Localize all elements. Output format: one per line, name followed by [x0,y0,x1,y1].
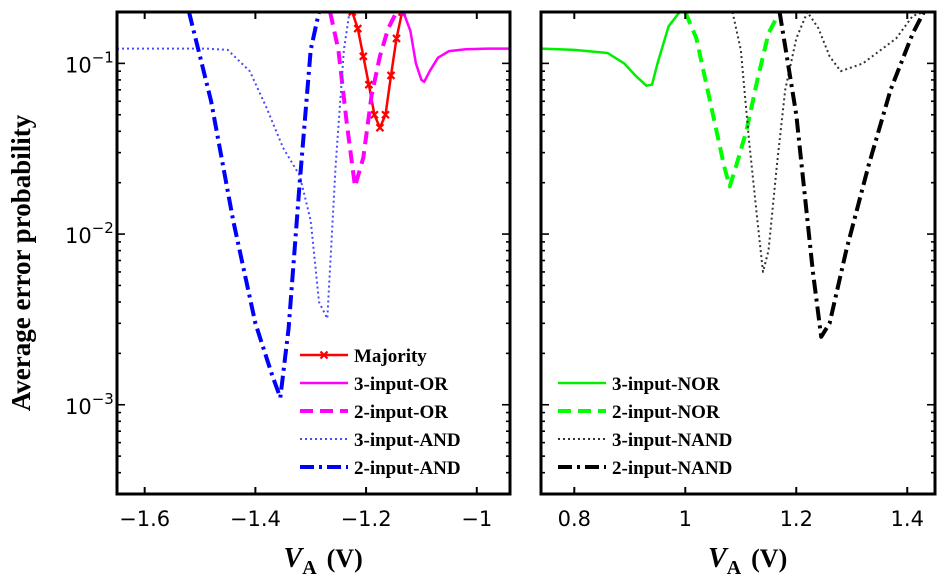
data-point-marker [375,123,385,132]
x-tick-label: −1 [461,507,492,531]
y-tick-exponent: −3 [92,390,114,408]
data-point-marker [370,110,379,120]
x-axis-label: VA (V) [708,543,787,579]
x-tick-label: 0.8 [558,507,591,531]
legend-label: 3-input-AND [354,430,461,451]
x-axis-label: VA (V) [284,543,363,579]
x-axis-label-sub: A [727,557,742,579]
axes-frame [539,10,937,496]
legend: 3-input-NOR 2-input-NOR 3-input-NAND 2-inpu… [558,374,732,479]
series-line-3-input-nor [541,12,686,87]
x-axis-label-unit: (V) [327,544,363,573]
y-tick-label: 10−1 [65,48,114,77]
x-tick-label: −1.4 [230,507,281,531]
legend-label: Majority [354,346,427,367]
y-axis-label: Average error probability [6,114,36,411]
series-group [117,12,510,400]
data-point-marker [381,110,390,120]
x-axis-label-var: V [284,543,305,574]
legend: Majority 3-input-OR 2-input-OR 3-input-AND 2… [300,346,461,479]
data-point-marker [359,52,368,61]
x-tick-label: 1.2 [780,507,813,531]
data-point-marker [392,34,401,43]
legend-label: 2-input-OR [354,402,448,423]
legend-label: 3-input-OR [354,374,448,395]
series-line-2-input-or [328,12,399,189]
x-tick-label: 1.4 [891,507,924,531]
y-tick-label: 10−3 [65,390,114,419]
y-tick-base: 10 [65,224,92,248]
legend-label: 2-input-NOR [612,402,720,423]
x-axis-label-sub: A [302,557,317,579]
x-tick-label: −1.2 [341,507,392,531]
legend-marker [319,350,329,360]
series-line-2-input-nor [683,12,782,189]
series-line-2-input-and [187,12,321,400]
legend-label: 3-input-NOR [612,374,720,395]
x-axis-label-var: V [708,543,729,574]
series-line-3-input-and [117,12,351,320]
x-tick-label: 1 [679,507,692,531]
data-point-marker [386,71,396,80]
axes-frame [115,10,512,496]
series-line-majority [351,12,404,129]
plot-panel-2: 0.8 1 1.2 1.4VA (V)3-input-NOR2-input-NOR3-i… [539,10,937,579]
data-point-marker [347,12,357,17]
y-tick-label: 10−2 [65,219,114,248]
data-point-marker [353,24,363,33]
x-tick-label: −1.6 [119,507,170,531]
series-line-2-input-nand [777,12,926,339]
series-line-3-input-or [398,12,510,84]
legend-label: 2-input-AND [354,458,461,479]
y-tick-exponent: −2 [92,219,114,237]
series-group [541,12,926,339]
y-tick-base: 10 [65,395,92,419]
legend-label: 3-input-NAND [612,430,732,451]
y-tick-base: 10 [65,53,92,77]
legend-label: 2-input-NAND [612,458,732,479]
y-tick-exponent: −1 [92,48,114,66]
x-axis-label-unit: (V) [751,544,787,573]
data-point-marker [364,80,374,89]
